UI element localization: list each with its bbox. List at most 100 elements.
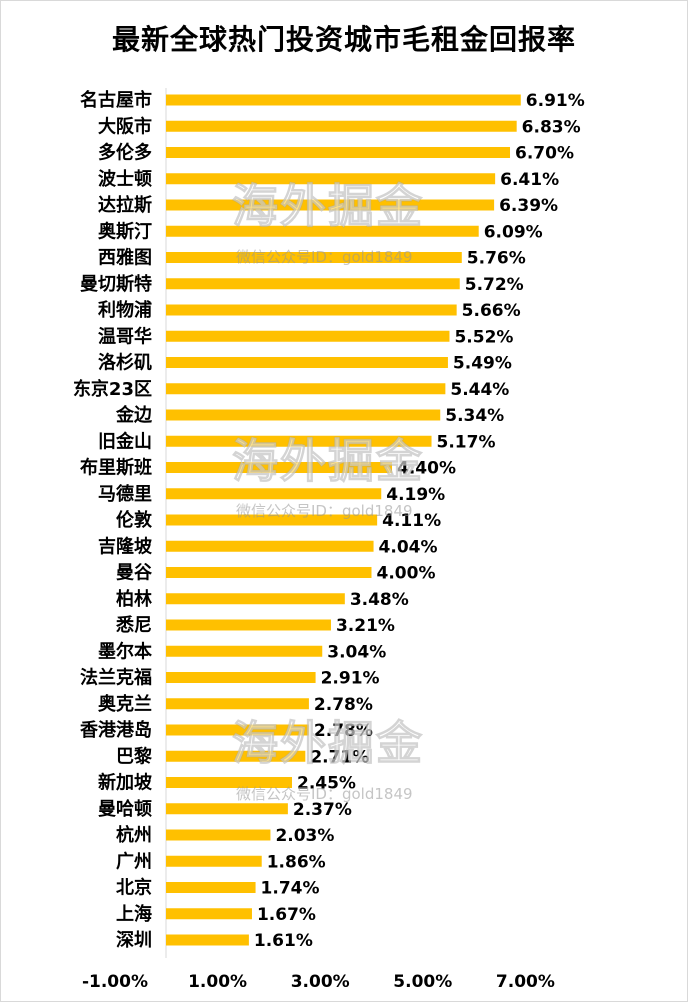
watermark-text: 海外掘金	[232, 179, 424, 234]
bar	[166, 94, 521, 106]
value-label: 4.00%	[377, 564, 436, 584]
category-label: 名古屋市	[80, 89, 152, 111]
bar	[166, 882, 256, 893]
category-label: 利物浦	[98, 299, 152, 321]
bar	[166, 357, 448, 368]
bar	[166, 488, 382, 500]
bar	[166, 120, 517, 132]
bar	[166, 803, 288, 815]
category-label: 法兰克福	[80, 667, 152, 689]
category-label: 西雅图	[98, 247, 152, 269]
watermark-subtext: 微信公众号ID：gold1849	[236, 502, 413, 520]
bar	[166, 698, 309, 710]
bar	[166, 304, 457, 316]
value-label: 4.19%	[386, 485, 445, 505]
bar	[166, 409, 441, 421]
chart-title: 最新全球热门投资城市毛租金回报率	[111, 23, 576, 56]
value-label: 5.66%	[462, 301, 521, 321]
category-label: 吉隆坡	[98, 535, 153, 557]
bar	[166, 934, 249, 946]
value-label: 2.78%	[314, 721, 373, 741]
value-label: 5.17%	[437, 432, 496, 452]
bar	[166, 750, 306, 762]
value-label: 4.11%	[382, 511, 441, 531]
category-label: 曼谷	[116, 563, 153, 584]
category-label: 马德里	[98, 483, 152, 505]
value-label: 6.83%	[522, 117, 581, 137]
value-label: 2.37%	[293, 800, 352, 820]
category-label: 伦敦	[116, 509, 153, 531]
value-label: 5.44%	[450, 380, 509, 400]
value-label: 5.49%	[453, 354, 512, 374]
bar	[166, 330, 450, 342]
value-label: 6.09%	[484, 222, 543, 242]
category-label: 上海	[116, 903, 152, 925]
bar	[166, 462, 393, 473]
value-label: 4.40%	[397, 459, 456, 479]
category-label: 曼切斯特	[80, 273, 152, 295]
bar	[166, 199, 495, 211]
bar	[166, 278, 460, 290]
bar	[166, 173, 496, 185]
category-label: 达拉斯	[98, 194, 152, 216]
value-label: 5.34%	[445, 406, 504, 426]
category-label: 广州	[116, 850, 152, 872]
bar	[166, 777, 292, 788]
category-label: 金边	[115, 404, 153, 426]
category-label: 北京	[116, 877, 152, 899]
value-label: 3.48%	[350, 590, 409, 610]
x-tick-label: -1.00%	[82, 972, 148, 992]
bar	[166, 147, 511, 158]
category-label: 布里斯班	[80, 457, 152, 479]
category-label: 波士顿	[98, 168, 152, 190]
category-label: 东京23区	[73, 378, 152, 400]
category-label: 香港港岛	[79, 719, 152, 741]
value-label: 1.86%	[267, 852, 326, 872]
value-label: 3.04%	[327, 642, 386, 662]
category-label: 旧金山	[98, 430, 152, 452]
value-label: 1.67%	[257, 905, 316, 925]
watermark-subtext: 微信公众号ID：gold1849	[236, 785, 413, 803]
watermark-text: 海外掘金	[232, 434, 424, 489]
value-label: 6.41%	[500, 170, 559, 190]
category-label: 洛杉矶	[98, 352, 152, 374]
value-label: 4.04%	[379, 537, 438, 557]
category-label: 杭州	[116, 824, 152, 846]
x-tick-label: 1.00%	[188, 972, 247, 992]
category-label: 柏林	[116, 588, 152, 610]
bar	[166, 645, 323, 657]
category-label: 奥克兰	[98, 693, 152, 715]
value-label: 2.03%	[275, 826, 334, 846]
category-label: 墨尔本	[98, 640, 152, 662]
x-tick-label: 3.00%	[291, 972, 350, 992]
bar	[166, 908, 252, 920]
value-label: 1.74%	[261, 879, 320, 899]
value-label: 2.78%	[314, 695, 373, 715]
value-label: 6.91%	[526, 91, 585, 111]
value-label: 5.76%	[467, 249, 526, 269]
value-label: 5.72%	[465, 275, 524, 295]
bar	[166, 619, 331, 631]
category-label: 新加坡	[98, 772, 153, 794]
bar	[166, 540, 374, 552]
bar	[166, 724, 309, 736]
watermark-subtext: 微信公众号ID：gold1849	[236, 248, 413, 266]
value-label: 2.45%	[297, 774, 356, 794]
bar	[166, 225, 479, 237]
bar	[166, 514, 378, 526]
bar	[166, 593, 345, 605]
category-label: 曼哈顿	[98, 798, 152, 820]
value-label: 2.71%	[310, 747, 369, 767]
category-label: 深圳	[116, 929, 152, 951]
bar	[166, 252, 462, 263]
watermark-text: 海外掘金	[232, 716, 424, 771]
category-label: 奥斯汀	[98, 220, 152, 242]
category-label: 温哥华	[98, 325, 152, 347]
category-label: 巴黎	[116, 745, 152, 767]
category-label: 悉尼	[115, 615, 152, 636]
value-label: 5.52%	[454, 327, 513, 347]
bar	[166, 672, 316, 683]
bar	[166, 567, 372, 578]
